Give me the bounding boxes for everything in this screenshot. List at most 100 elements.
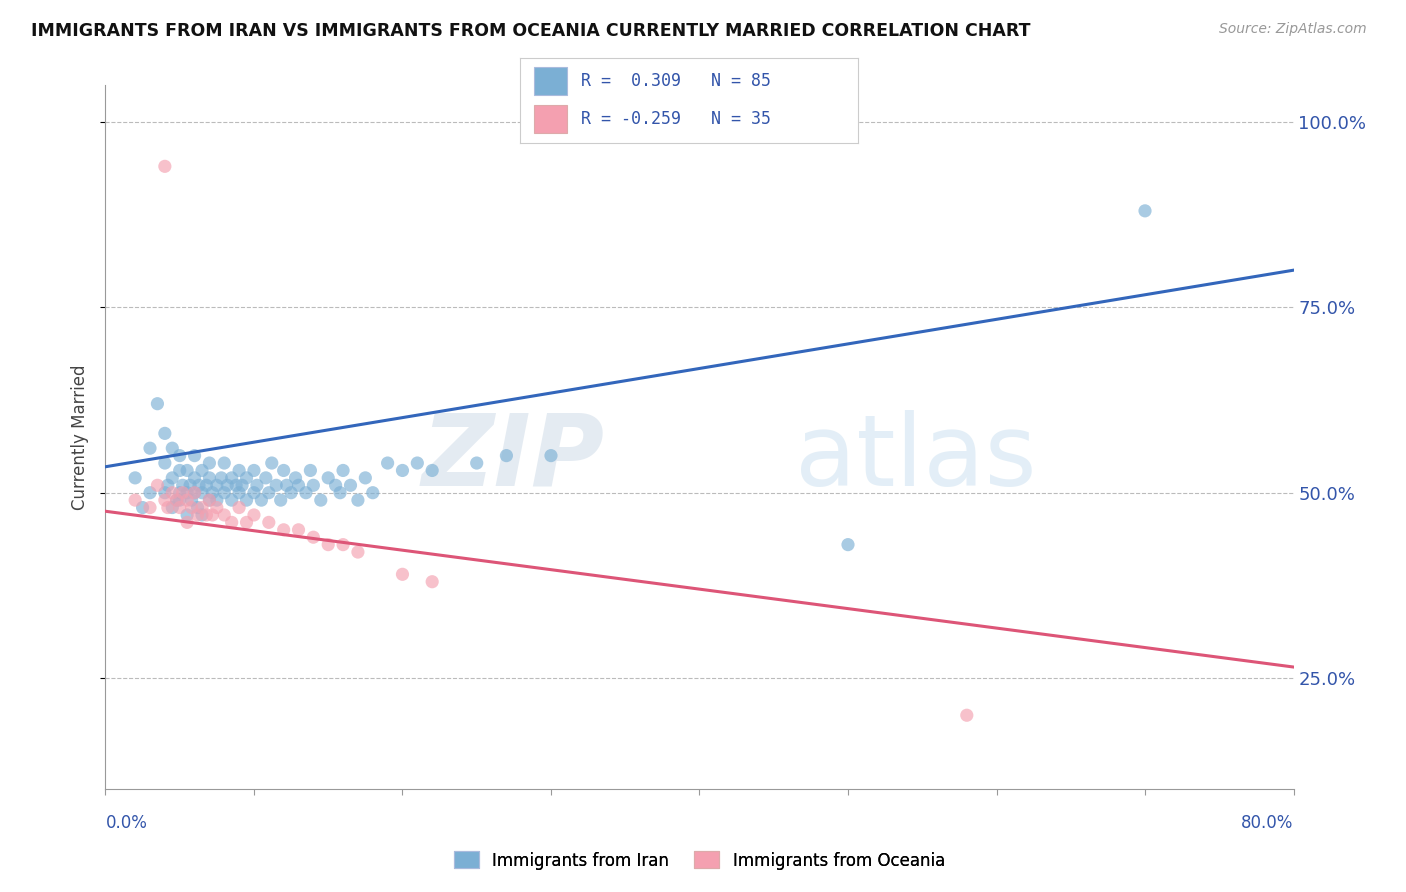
Point	[217, 478, 239, 492]
Point	[201, 508, 224, 522]
Point	[316, 538, 339, 552]
Point	[329, 485, 352, 500]
Point	[391, 463, 413, 477]
Point	[309, 493, 332, 508]
Point	[276, 478, 298, 492]
Point	[166, 493, 188, 508]
Point	[347, 545, 370, 559]
Point	[257, 516, 280, 530]
Point	[176, 508, 198, 522]
Point	[186, 500, 208, 515]
Point	[299, 463, 322, 477]
Point	[172, 478, 194, 492]
Point	[302, 530, 325, 544]
Point	[420, 463, 443, 477]
Point	[209, 471, 232, 485]
Point	[169, 463, 191, 477]
Point	[162, 441, 184, 455]
Point	[156, 478, 179, 492]
Point	[361, 485, 384, 500]
Point	[284, 471, 307, 485]
Point	[228, 485, 250, 500]
Legend: Immigrants from Iran, Immigrants from Oceania: Immigrants from Iran, Immigrants from Oc…	[447, 845, 952, 876]
Point	[139, 441, 162, 455]
Point	[325, 478, 347, 492]
Point	[280, 485, 302, 500]
Point	[183, 471, 205, 485]
Point	[169, 493, 191, 508]
Point	[221, 471, 243, 485]
Point	[332, 538, 354, 552]
Point	[191, 485, 214, 500]
Point	[162, 485, 184, 500]
Point	[205, 478, 228, 492]
Point	[254, 471, 277, 485]
Point	[162, 471, 184, 485]
Point	[153, 485, 176, 500]
Point	[198, 493, 221, 508]
Point	[260, 456, 283, 470]
Point	[191, 500, 214, 515]
Point	[183, 485, 205, 500]
Point	[153, 493, 176, 508]
Point	[180, 500, 202, 515]
Point	[332, 463, 354, 477]
Point	[198, 471, 221, 485]
Point	[246, 478, 269, 492]
Point	[195, 478, 218, 492]
Point	[198, 493, 221, 508]
Point	[156, 500, 179, 515]
Point	[186, 508, 208, 522]
Point	[228, 500, 250, 515]
Text: Source: ZipAtlas.com: Source: ZipAtlas.com	[1219, 22, 1367, 37]
Point	[837, 538, 859, 552]
Point	[465, 456, 488, 470]
Point	[191, 463, 214, 477]
Point	[235, 516, 257, 530]
Point	[250, 493, 273, 508]
Point	[540, 449, 562, 463]
Point	[169, 449, 191, 463]
Point	[198, 456, 221, 470]
Point	[295, 485, 318, 500]
Point	[153, 159, 176, 173]
Point	[235, 471, 257, 485]
Point	[225, 478, 247, 492]
Point	[176, 493, 198, 508]
Point	[243, 508, 266, 522]
Point	[162, 500, 184, 515]
FancyBboxPatch shape	[534, 67, 568, 95]
Point	[287, 478, 309, 492]
Point	[166, 493, 188, 508]
Point	[243, 485, 266, 500]
Point	[956, 708, 979, 723]
Point	[183, 449, 205, 463]
Point	[176, 463, 198, 477]
Point	[124, 493, 146, 508]
Point	[221, 493, 243, 508]
Point	[214, 456, 236, 470]
Text: 0.0%: 0.0%	[105, 814, 148, 831]
Point	[406, 456, 429, 470]
Point	[228, 463, 250, 477]
Point	[354, 471, 377, 485]
Point	[169, 500, 191, 515]
Point	[257, 485, 280, 500]
Point	[273, 523, 295, 537]
Point	[235, 493, 257, 508]
Point	[153, 456, 176, 470]
Point	[205, 493, 228, 508]
Point	[176, 516, 198, 530]
Y-axis label: Currently Married: Currently Married	[70, 364, 89, 510]
Point	[273, 463, 295, 477]
Point	[179, 478, 201, 492]
Point	[270, 493, 292, 508]
Point	[1133, 203, 1156, 218]
Text: IMMIGRANTS FROM IRAN VS IMMIGRANTS FROM OCEANIA CURRENTLY MARRIED CORRELATION CH: IMMIGRANTS FROM IRAN VS IMMIGRANTS FROM …	[31, 22, 1031, 40]
Point	[495, 449, 517, 463]
Point	[180, 493, 202, 508]
Text: ZIP: ZIP	[422, 409, 605, 507]
Text: atlas: atlas	[794, 409, 1036, 507]
Point	[176, 485, 198, 500]
Point	[139, 485, 162, 500]
